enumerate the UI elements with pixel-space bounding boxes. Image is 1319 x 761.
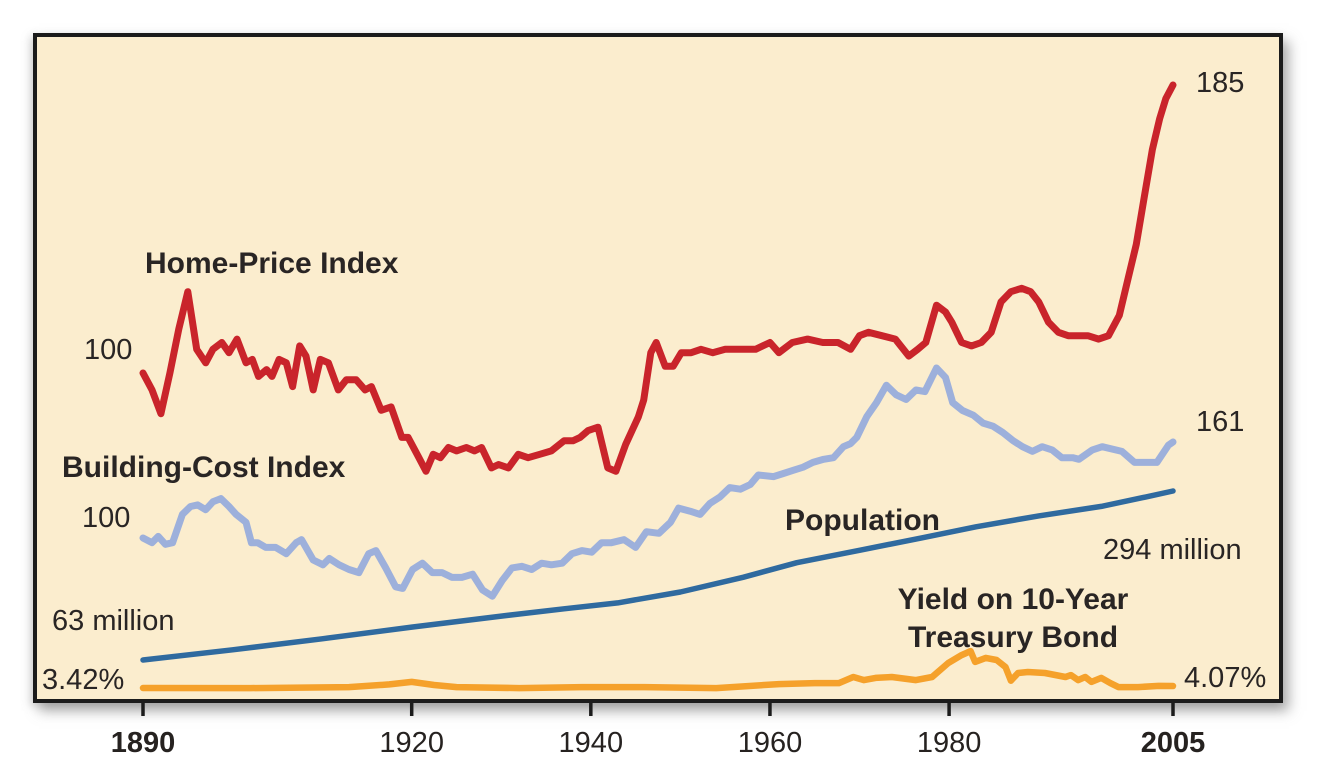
x-tick-label-2005: 2005 xyxy=(1140,727,1206,759)
population-label: Population xyxy=(785,504,940,537)
chart-panel xyxy=(33,33,1283,703)
building-cost-index-label: Building-Cost Index xyxy=(62,451,346,484)
population-line xyxy=(140,488,1176,663)
x-tick-label-1920: 1920 xyxy=(379,727,444,759)
building-cost-line xyxy=(139,364,1177,600)
home-price-start-value: 100 xyxy=(84,334,133,366)
x-tick-label-1940: 1940 xyxy=(558,727,624,759)
home-price-index-label: Home-Price Index xyxy=(145,247,399,280)
x-tick-label-1960: 1960 xyxy=(737,727,803,759)
building-cost-end-value: 161 xyxy=(1196,406,1245,438)
treasury-yield-end-value: 4.07% xyxy=(1184,662,1267,694)
treasury-yield-label: Yield on 10-Year Treasury Bond xyxy=(898,581,1129,658)
population-end-value: 294 million xyxy=(1103,534,1242,566)
treasury-yield-label-line2: Treasury Bond xyxy=(907,621,1119,655)
building-cost-start-value: 100 xyxy=(82,502,131,534)
home-price-line xyxy=(139,81,1177,475)
treasury-yield-label-line1: Yield on 10-Year xyxy=(897,583,1129,616)
x-tick-label-1980: 1980 xyxy=(916,727,982,759)
treasury-yield-start-value: 3.42% xyxy=(42,664,125,696)
x-tick-label-1890: 1890 xyxy=(110,727,176,759)
home-price-end-value: 185 xyxy=(1196,67,1245,99)
population-start-value: 63 million xyxy=(52,605,175,637)
treasury-yield-line xyxy=(139,647,1177,692)
